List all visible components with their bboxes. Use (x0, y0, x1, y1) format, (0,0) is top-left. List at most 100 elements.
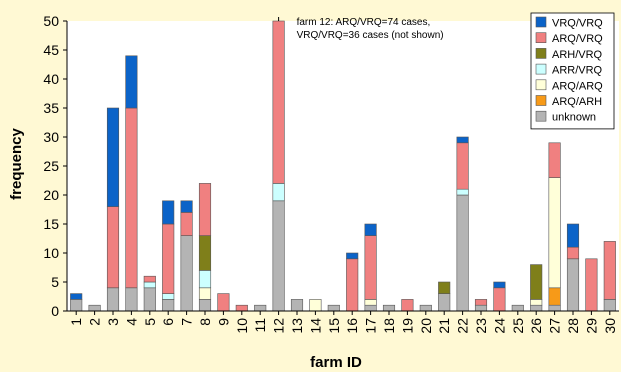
bar-segment (217, 293, 230, 312)
legend-swatch (535, 110, 547, 122)
y-tick-label: 0 (51, 303, 59, 319)
y-tick-label: 40 (43, 71, 59, 87)
annotation-text: farm 12: ARQ/VRQ=74 cases, (297, 17, 431, 28)
y-tick-label: 20 (43, 187, 59, 203)
bar-segment (198, 270, 212, 289)
bar-segment (456, 188, 469, 196)
x-tick-label: 20 (418, 318, 434, 334)
bar-segment (254, 304, 267, 312)
bar-segment (474, 304, 488, 312)
bar-segment (70, 299, 83, 312)
y-tick-label: 45 (43, 42, 59, 58)
y-tick-label: 50 (43, 13, 59, 29)
bar-segment (272, 183, 285, 202)
legend-swatch (535, 32, 547, 44)
bar-segment (125, 287, 138, 312)
x-tick-label: 1 (68, 318, 84, 326)
bar-segment (309, 299, 322, 312)
x-tick-label: 18 (381, 318, 397, 334)
bar-segment (493, 287, 506, 312)
bar-segment (198, 287, 212, 300)
bar-segment (162, 293, 175, 300)
bar-segment (566, 246, 580, 260)
bar-segment (530, 304, 543, 312)
bar-segment (548, 177, 561, 289)
bar-segment (382, 304, 396, 312)
y-tick-label: 25 (43, 158, 59, 174)
legend: VRQ/VRQ ARQ/VRQ ARH/VRQ ARR/VRQ ARQ/ARQ ARQ/A… (530, 12, 615, 130)
legend-swatch (535, 79, 547, 91)
bar-segment (401, 299, 414, 312)
bar-segment (125, 107, 138, 289)
legend-label: VRQ/VRQ (552, 18, 603, 30)
bar-segment (346, 258, 359, 312)
bar-segment (603, 241, 616, 300)
x-tick-label: 17 (363, 318, 379, 334)
bar-segment (327, 304, 340, 312)
bar-segment (346, 252, 359, 260)
y-axis-title: frequency (8, 128, 25, 200)
bar-segment (180, 200, 193, 213)
bar-segment (585, 258, 598, 312)
x-tick-label: 8 (197, 318, 213, 326)
bar-segment (162, 299, 175, 312)
y-tick-label: 15 (43, 216, 59, 232)
x-tick-label: 23 (473, 318, 489, 334)
bar-segment (438, 293, 451, 312)
bar-segment (162, 223, 175, 294)
x-tick-label: 19 (399, 318, 415, 334)
bar-segment (290, 299, 304, 312)
bar-segment (70, 293, 83, 300)
bar-segment (530, 299, 543, 306)
bar-segment (548, 142, 561, 178)
bar-segment (456, 142, 469, 190)
bar-segment (162, 200, 175, 225)
x-tick-label: 10 (234, 318, 250, 334)
legend-label: ARQ/ARH (552, 96, 602, 108)
bar-segment (198, 235, 212, 271)
bar-segment (180, 212, 193, 236)
x-tick-label: 25 (510, 318, 526, 334)
bar-segment (566, 258, 580, 312)
x-tick-label: 7 (179, 318, 195, 326)
bar-segment (143, 281, 156, 289)
y-tick-label: 5 (51, 274, 59, 290)
bar-segment (419, 304, 432, 312)
y-tick-label: 35 (43, 100, 59, 116)
x-tick-label: 12 (271, 318, 287, 334)
x-tick-label: 13 (289, 318, 305, 334)
bar-segment (198, 183, 212, 236)
bar-segment (364, 299, 377, 306)
x-tick-label: 9 (215, 318, 231, 326)
bar-segment (364, 223, 377, 236)
legend-label: ARQ/VRQ (552, 33, 603, 45)
bar-segment (106, 206, 120, 289)
bar-segment (548, 304, 561, 312)
legend-label: unknown (552, 112, 596, 124)
legend-swatch (535, 95, 547, 106)
x-tick-label: 22 (455, 318, 471, 334)
bar-segment (180, 235, 193, 312)
bar-segment (493, 281, 506, 289)
legend-swatch (535, 16, 547, 28)
legend-swatch (535, 48, 547, 59)
x-tick-label: 16 (344, 318, 360, 334)
x-tick-label: 28 (565, 318, 581, 334)
bar-segment (548, 287, 561, 306)
bar-segment (143, 275, 156, 283)
bar-segment (456, 136, 469, 144)
bar-segment (106, 287, 120, 312)
bar-segment (530, 264, 543, 300)
bar-segment (198, 299, 212, 312)
legend-label: ARQ/ARQ (552, 80, 603, 92)
bar-segment (438, 281, 451, 294)
bar-segment (364, 304, 377, 312)
bar-segment (511, 304, 524, 312)
bar-segment (272, 200, 285, 312)
y-tick-label: 30 (43, 129, 59, 145)
legend-label: ARH/VRQ (552, 49, 603, 61)
bar-segment (143, 287, 156, 312)
x-tick-label: 24 (491, 318, 507, 334)
x-axis-title: farm ID (310, 354, 362, 371)
